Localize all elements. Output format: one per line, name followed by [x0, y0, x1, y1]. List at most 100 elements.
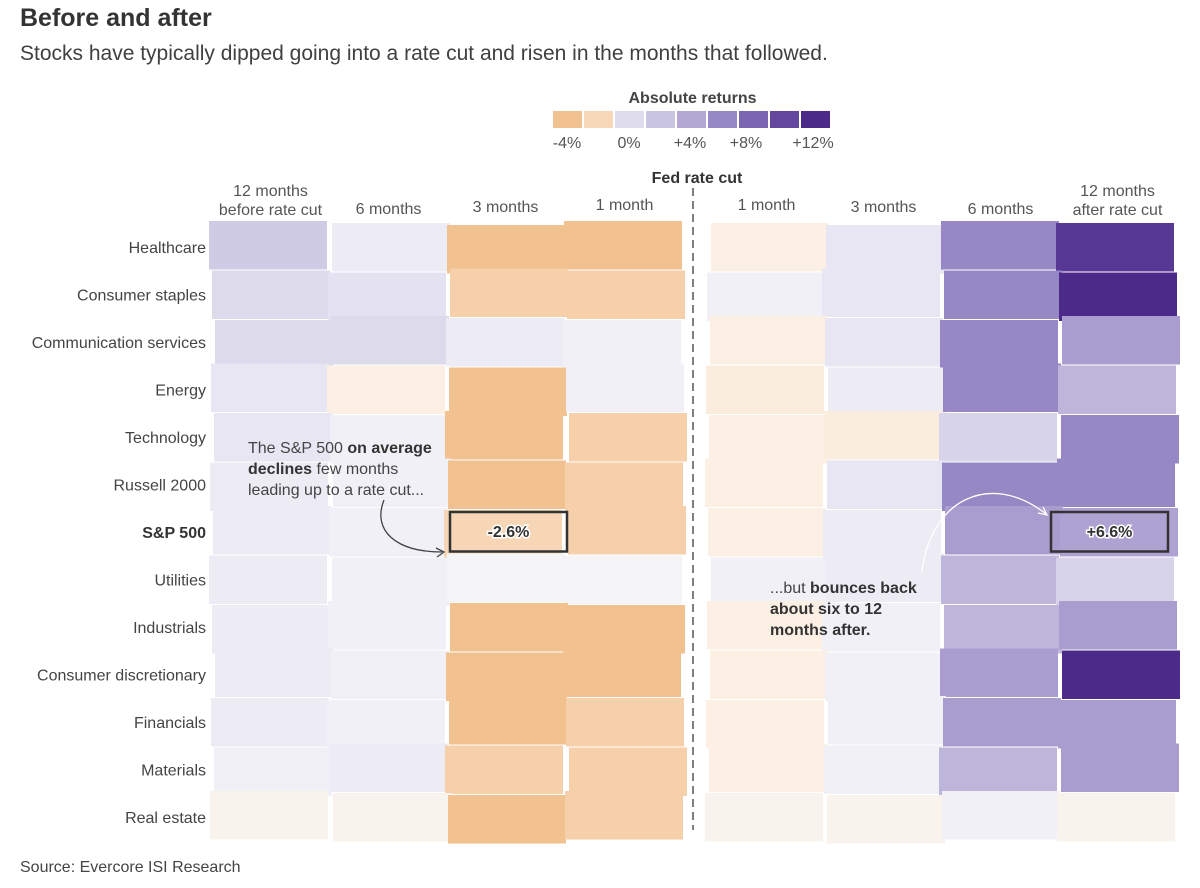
annotation-arrowhead — [1037, 506, 1049, 516]
heatmap-cell — [214, 413, 332, 462]
heatmap-cell — [941, 221, 1059, 270]
callout-label: +6.6% — [1087, 524, 1133, 541]
legend-swatch — [584, 111, 613, 128]
legend-tick-label: +8% — [730, 135, 762, 152]
chart-subtitle: Stocks have typically dipped going into … — [20, 42, 828, 65]
heatmap-cell — [1060, 508, 1178, 557]
heatmap-cell — [209, 555, 327, 604]
heatmap-cell — [566, 698, 684, 747]
heatmap-cell — [824, 411, 942, 460]
legend-swatch — [708, 111, 737, 128]
divider-label: Fed rate cut — [652, 170, 743, 187]
row-label: Financials — [134, 715, 206, 732]
legend-swatch — [646, 111, 675, 128]
heatmap-cell — [450, 603, 568, 652]
heatmap-cell — [211, 363, 329, 412]
heatmap-cell — [450, 268, 568, 317]
heatmap-cell — [446, 652, 564, 701]
heatmap-cell — [1056, 223, 1174, 272]
column-label: after rate cut — [1073, 202, 1163, 219]
row-label: S&P 500 — [142, 525, 206, 542]
column-label: 3 months — [851, 199, 917, 216]
heatmap-cell — [332, 223, 450, 272]
legend-swatch — [801, 111, 830, 128]
heatmap-cell — [211, 698, 329, 747]
heatmap-cell — [567, 270, 685, 319]
row-label: Energy — [155, 382, 206, 399]
heatmap-cell — [828, 696, 946, 745]
heatmap-cell — [1059, 601, 1177, 650]
row-label: Consumer staples — [77, 287, 206, 304]
row-label: Technology — [125, 430, 206, 447]
heatmap-cell — [446, 318, 564, 367]
annotation-arrow — [380, 499, 443, 553]
heatmap-cell — [567, 605, 685, 654]
heatmap-cell — [328, 601, 446, 650]
heatmap-cell — [327, 365, 445, 414]
heatmap-cell — [1058, 700, 1176, 749]
column-label: 6 months — [968, 201, 1034, 218]
heatmap-cell — [565, 462, 683, 511]
heatmap-cell — [823, 510, 941, 559]
heatmap-cell — [329, 508, 447, 557]
heatmap-cell — [711, 223, 829, 272]
column-label: 6 months — [356, 201, 422, 218]
heatmap-cell — [825, 652, 943, 701]
heatmap-cell — [1061, 415, 1179, 464]
heatmap-cell — [569, 747, 687, 796]
legend-tick-label: 0% — [617, 135, 640, 152]
row-label: Consumer discretionary — [37, 667, 206, 684]
heatmap-cell — [447, 225, 565, 274]
legend-swatch — [553, 111, 582, 128]
legend-swatch — [770, 111, 799, 128]
heatmap-cell — [569, 413, 687, 462]
row-label: Utilities — [154, 572, 206, 589]
heatmap-cell — [943, 698, 1061, 747]
heatmap-cell — [707, 601, 825, 650]
heatmap-cell — [828, 367, 946, 416]
heatmap-cell — [565, 791, 683, 840]
annotation-right: ...but bounces back about six to 12 mont… — [770, 580, 917, 639]
column-label: 1 month — [596, 197, 654, 214]
heatmap-cell — [212, 605, 330, 654]
heatmap-cell — [942, 791, 1060, 840]
heatmap-cell — [330, 743, 448, 792]
annotation-left: The S&P 500 on average declines few mont… — [248, 440, 432, 499]
heatmap-cell — [563, 320, 681, 369]
heatmap-cell — [944, 270, 1062, 319]
heatmap-cell — [447, 553, 565, 602]
heatmap-cell — [826, 225, 944, 274]
heatmap-cell — [333, 458, 451, 507]
heatmap-cell — [939, 747, 1057, 796]
heatmap-cell — [215, 320, 333, 369]
heatmap-cell — [1061, 743, 1179, 792]
legend-swatch — [615, 111, 644, 128]
heatmap-cell — [564, 555, 682, 604]
heatmap-cell — [708, 508, 826, 557]
row-label: Communication services — [32, 335, 206, 352]
heatmap-cell — [1057, 793, 1175, 842]
heatmap-cell — [448, 460, 566, 509]
heatmap-cell — [824, 745, 942, 794]
heatmap-cell — [331, 316, 449, 365]
column-label: 12 months — [1080, 183, 1155, 200]
heatmap-cell — [215, 648, 333, 697]
heatmap-cell — [705, 793, 823, 842]
heatmap-cell — [214, 747, 332, 796]
heatmap-cell — [1062, 316, 1180, 365]
heatmap-cell — [566, 363, 684, 412]
heatmap-cell — [564, 221, 682, 270]
heatmap-cell — [1057, 458, 1175, 507]
heatmap-cell — [827, 460, 945, 509]
heatmap-cell — [563, 648, 681, 697]
heatmap-cell — [709, 415, 827, 464]
heatmap-cell — [706, 365, 824, 414]
legend-tick-label: +12% — [792, 135, 833, 152]
heatmap-cell — [327, 700, 445, 749]
callout-label: -2.6% — [488, 524, 530, 541]
column-label: 3 months — [473, 199, 539, 216]
row-label: Healthcare — [129, 240, 206, 257]
heatmap-cell — [940, 320, 1058, 369]
legend-tick-label: -4% — [553, 135, 581, 152]
